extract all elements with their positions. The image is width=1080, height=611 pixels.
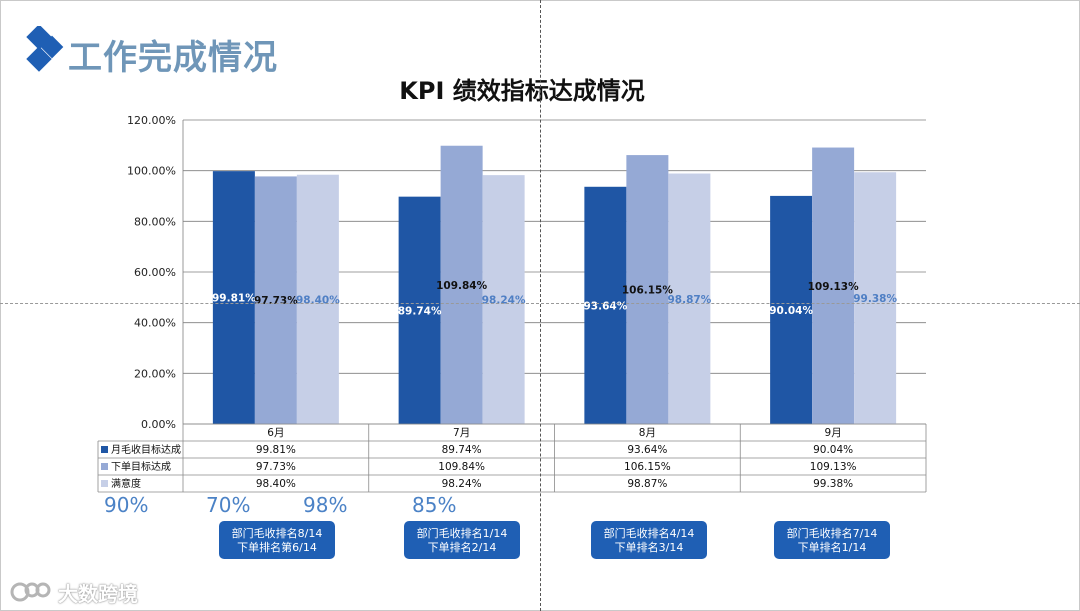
x-tick-label: 6月	[267, 427, 284, 439]
bar-2-0	[584, 186, 627, 424]
rank-button-line1: 部门毛收排名7/14	[786, 526, 878, 540]
table-cell-2-0: 98.40%	[256, 478, 296, 490]
table-cell-2-3: 99.38%	[813, 478, 853, 490]
data-label-0-0: 99.81%	[212, 293, 256, 305]
table-cell-0-1: 89.74%	[442, 444, 482, 456]
x-tick-label: 7月	[453, 427, 470, 439]
rank-button-line2: 下单排名第6/14	[237, 540, 317, 554]
legend-label-2: 满意度	[111, 477, 141, 490]
y-tick-label: 0.00%	[141, 418, 176, 431]
percent-note-3: 98%	[303, 493, 348, 517]
bar-0-2	[296, 174, 339, 424]
bar-0-0	[212, 171, 255, 424]
x-tick-label: 8月	[639, 427, 656, 439]
rank-button-september[interactable]: 部门毛收排名7/14 下单排名1/14	[774, 521, 890, 559]
legend-swatch-0	[101, 446, 108, 453]
table-cell-2-2: 98.87%	[627, 478, 667, 490]
x-tick-label: 9月	[825, 427, 842, 439]
data-label-0-1: 97.73%	[254, 295, 298, 307]
data-label-2-2: 98.87%	[668, 294, 712, 306]
bar-1-2	[482, 175, 525, 424]
percent-note-2: 70%	[206, 493, 251, 517]
rank-button-june[interactable]: 部门毛收排名8/14 下单排名第6/14	[219, 521, 335, 559]
chart-title: KPI 绩效指标达成情况	[399, 77, 645, 105]
data-label-3-2: 99.38%	[853, 293, 897, 305]
table-cell-0-3: 90.04%	[813, 444, 853, 456]
data-label-3-1: 109.13%	[808, 281, 860, 293]
guide-line-vertical	[540, 0, 541, 611]
rank-button-line2: 下单排名1/14	[797, 540, 867, 554]
bar-2-1	[626, 155, 669, 424]
percent-note-4: 85%	[412, 493, 457, 517]
data-label-2-1: 106.15%	[622, 285, 674, 297]
y-tick-label: 100.00%	[127, 165, 176, 178]
watermark-logo-icon	[10, 582, 51, 602]
diamond-logo-icon	[26, 26, 64, 72]
table-cell-1-1: 109.84%	[438, 461, 485, 473]
watermark: 大数跨境	[10, 577, 138, 607]
legend-label-0: 月毛收目标达成	[111, 443, 181, 456]
y-tick-label: 60.00%	[134, 266, 176, 279]
rank-button-line1: 部门毛收排名8/14	[231, 526, 323, 540]
bar-0-1	[254, 176, 297, 424]
legend-label-1: 下单目标达成	[111, 461, 171, 473]
data-label-1-0: 89.74%	[398, 305, 442, 317]
y-tick-label: 80.00%	[134, 215, 176, 228]
legend-swatch-2	[101, 480, 108, 487]
bar-3-2	[854, 172, 897, 424]
y-tick-label: 40.00%	[134, 317, 176, 330]
table-cell-1-3: 109.13%	[810, 461, 857, 473]
data-label-1-2: 98.24%	[482, 295, 526, 307]
bar-1-1	[440, 145, 483, 425]
y-tick-label: 120.00%	[127, 114, 176, 127]
watermark-text: 大数跨境	[58, 581, 138, 606]
legend-swatch-1	[101, 463, 108, 470]
data-label-0-2: 98.40%	[296, 294, 340, 306]
percent-note-1: 90%	[104, 493, 149, 517]
rank-button-august[interactable]: 部门毛收排名4/14 下单排名3/14	[591, 521, 707, 559]
rank-button-line2: 下单排名2/14	[427, 540, 497, 554]
bar-1-0	[398, 196, 441, 424]
rank-button-line2: 下单排名3/14	[614, 540, 684, 554]
data-label-1-1: 109.84%	[436, 280, 488, 292]
bar-3-1	[812, 147, 855, 424]
section-title: 工作完成情况	[68, 38, 278, 78]
table-cell-2-1: 98.24%	[442, 478, 482, 490]
table-cell-0-0: 99.81%	[256, 444, 296, 456]
rank-button-july[interactable]: 部门毛收排名1/14 下单排名2/14	[404, 521, 520, 559]
bar-3-0	[770, 195, 813, 424]
table-cell-1-2: 106.15%	[624, 461, 671, 473]
table-cell-1-0: 97.73%	[256, 461, 296, 473]
rank-button-line1: 部门毛收排名1/14	[416, 526, 508, 540]
data-label-3-0: 90.04%	[769, 305, 813, 317]
bar-2-2	[668, 173, 711, 424]
y-tick-label: 20.00%	[134, 367, 176, 380]
table-cell-0-2: 93.64%	[627, 444, 667, 456]
rank-button-line1: 部门毛收排名4/14	[603, 526, 695, 540]
guide-line-horizontal	[0, 303, 1080, 304]
